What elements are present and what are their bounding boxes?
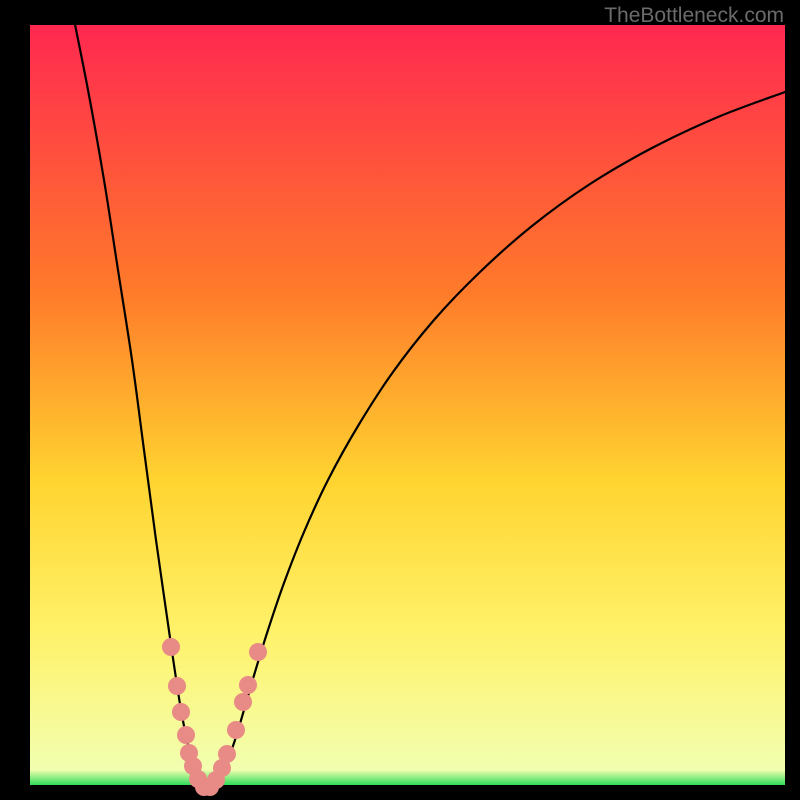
data-marker [218,745,236,763]
data-marker [234,693,252,711]
chart-container: TheBottleneck.com [0,0,800,800]
data-marker [177,726,195,744]
bottleneck-curve [70,0,785,791]
data-marker [249,643,267,661]
data-marker [172,703,190,721]
data-marker [168,677,186,695]
data-marker [227,721,245,739]
data-marker [162,638,180,656]
chart-svg [0,0,800,800]
data-marker [239,676,257,694]
